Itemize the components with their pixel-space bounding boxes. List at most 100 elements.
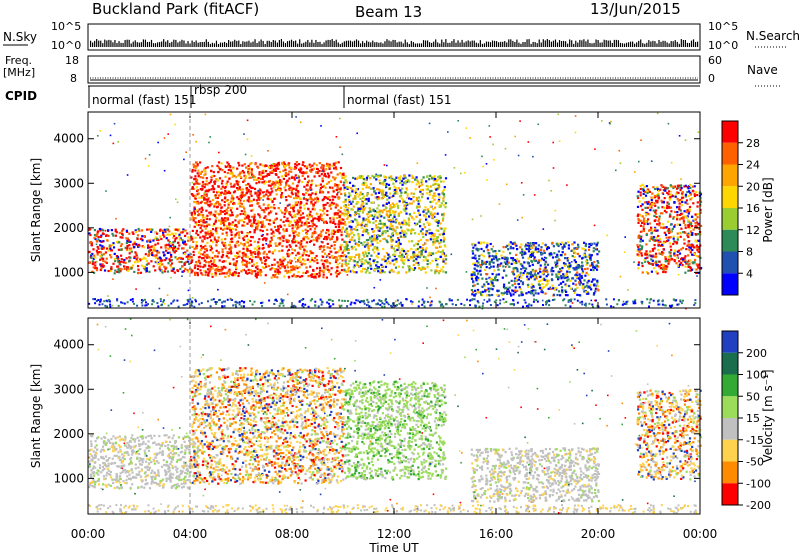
- heatmap-cell: [130, 267, 133, 270]
- heatmap-cell: [303, 259, 306, 262]
- heatmap-cell: [422, 223, 425, 226]
- heatmap-cell: [381, 265, 384, 268]
- heatmap-cell: [442, 231, 445, 234]
- heatmap-cell: [193, 212, 196, 215]
- sky-noise-bar: [585, 41, 587, 47]
- heatmap-cell: [692, 228, 695, 231]
- heatmap-cell: [172, 241, 175, 244]
- heatmap-cell: [289, 214, 292, 217]
- heatmap-cell: [416, 205, 419, 208]
- heatmap-cell: [320, 173, 323, 176]
- heatmap-cell: [266, 233, 269, 236]
- heatmap-cell: [477, 249, 480, 252]
- heatmap-cell: [121, 232, 124, 235]
- sky-noise-bar: [357, 40, 360, 47]
- heatmap-cell: [688, 223, 691, 226]
- heatmap-cell: [653, 196, 656, 199]
- heatmap-cell: [90, 256, 93, 259]
- heatmap-cell: [224, 175, 227, 178]
- heatmap-cell: [414, 248, 417, 251]
- heatmap-cell: [291, 193, 294, 196]
- heatmap-cell: [208, 203, 211, 206]
- heatmap-cell: [288, 212, 291, 215]
- heatmap-cell: [340, 269, 343, 272]
- heatmap-cell: [592, 266, 595, 269]
- heatmap-cell: [226, 161, 229, 164]
- heatmap-cell: [505, 262, 508, 266]
- heatmap-cell: [435, 219, 438, 222]
- heatmap-cell: [355, 192, 358, 195]
- heatmap-cell: [213, 264, 216, 267]
- heatmap-cell: [248, 220, 251, 223]
- heatmap-cell: [399, 242, 402, 246]
- heatmap-cell: [573, 255, 576, 259]
- heatmap-cell: [661, 206, 664, 209]
- heatmap-cell: [231, 194, 234, 197]
- heatmap-cell: [382, 247, 385, 251]
- heatmap-cell: [159, 229, 162, 232]
- heatmap-cell: [442, 212, 445, 215]
- heatmap-cell: [169, 241, 172, 245]
- heatmap-cell: [511, 242, 514, 245]
- heatmap-cell: [590, 242, 593, 245]
- heatmap-cell: [193, 183, 196, 186]
- heatmap-cell: [294, 174, 297, 177]
- heatmap-cell: [556, 255, 559, 258]
- heatmap-cell: [310, 220, 313, 223]
- heatmap-cell: [376, 249, 379, 252]
- heatmap-cell: [177, 229, 180, 232]
- heatmap-cell: [344, 205, 347, 208]
- heatmap-cell: [538, 267, 541, 270]
- heatmap-cell: [313, 223, 316, 226]
- heatmap-cell: [390, 195, 393, 198]
- heatmap-cell: [427, 188, 430, 191]
- heatmap-cell: [391, 217, 395, 220]
- heatmap-cell: [434, 194, 437, 198]
- heatmap-cell: [156, 242, 160, 245]
- heatmap-cell: [278, 237, 281, 240]
- heatmap-cell: [136, 237, 139, 240]
- heatmap-cell: [398, 177, 401, 180]
- sky-noise-trace: [90, 39, 699, 47]
- heatmap-cell: [98, 227, 101, 231]
- heatmap-cell: [436, 270, 439, 273]
- heatmap-cell: [326, 228, 329, 232]
- heatmap-cell: [312, 252, 315, 255]
- heatmap-cell: [320, 230, 323, 233]
- heatmap-cell: [282, 234, 286, 237]
- heatmap-cell: [328, 167, 331, 170]
- heatmap-cell: [531, 269, 534, 272]
- heatmap-cell: [285, 209, 288, 212]
- heatmap-cell: [695, 268, 698, 271]
- heatmap-cell: [422, 255, 426, 258]
- sky-noise-bar: [378, 42, 380, 47]
- heatmap-cell: [391, 233, 394, 236]
- heatmap-cell: [215, 239, 218, 242]
- heatmap-cell: [676, 216, 679, 219]
- sky-noise-bar: [467, 40, 469, 47]
- sky-noise-bar: [439, 43, 441, 47]
- heatmap-cell: [594, 287, 597, 290]
- heatmap-cell: [281, 235, 284, 238]
- heatmap-cell: [318, 162, 321, 165]
- heatmap-cell: [96, 233, 99, 236]
- heatmap-cell: [135, 254, 138, 257]
- heatmap-cell: [379, 222, 382, 225]
- heatmap-cell: [341, 176, 344, 180]
- heatmap-cell: [265, 218, 268, 221]
- heatmap-cell: [421, 183, 424, 186]
- heatmap-cell: [186, 269, 189, 272]
- heatmap-cell: [230, 252, 233, 255]
- heatmap-cell: [515, 253, 518, 256]
- heatmap-cell: [436, 178, 439, 181]
- heatmap-cell: [572, 289, 576, 292]
- heatmap-cell: [299, 206, 302, 209]
- heatmap-cell: [221, 185, 224, 188]
- heatmap-cell: [344, 249, 347, 252]
- heatmap-cell: [684, 231, 687, 234]
- heatmap-cell: [195, 260, 198, 264]
- heatmap-cell: [566, 257, 569, 260]
- heatmap-cell: [298, 220, 301, 223]
- heatmap-cell: [195, 161, 198, 164]
- heatmap-cell: [210, 188, 213, 191]
